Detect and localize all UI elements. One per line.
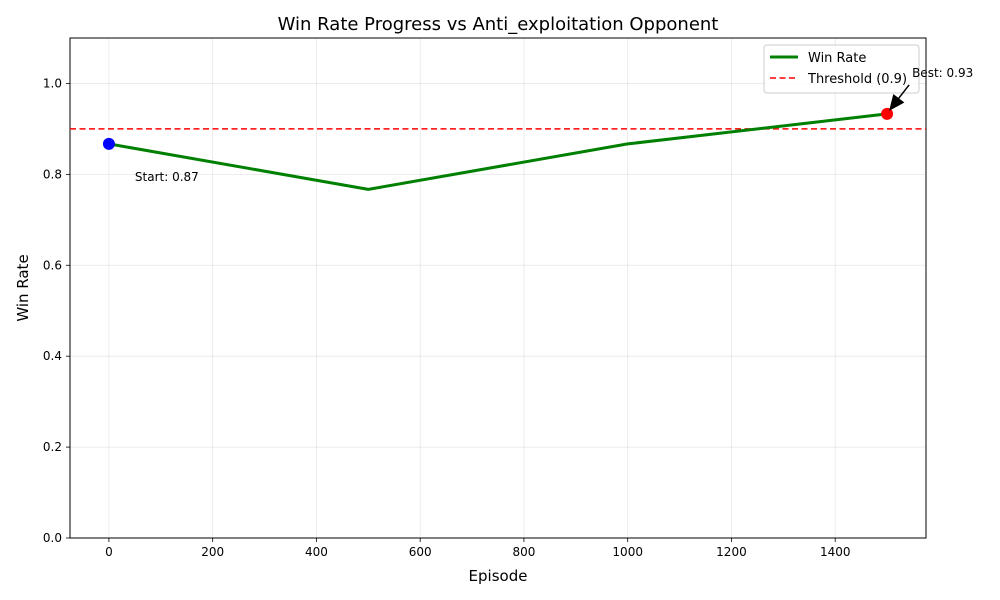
best-annotation-arrow: [889, 84, 910, 111]
y-axis-label: Win Rate: [14, 254, 32, 321]
y-axis-ticks: 0.0 0.2 0.4 0.6 0.8 1.0: [43, 76, 70, 545]
y-tick-label: 0.8: [43, 167, 62, 181]
data-point-marker: [881, 107, 894, 120]
legend: Win Rate Threshold (0.9): [763, 44, 920, 94]
x-tick-label: 1400: [820, 545, 851, 559]
y-tick-label: 0.4: [43, 349, 62, 363]
x-tick-label: 600: [409, 545, 432, 559]
x-tick-label: 400: [305, 545, 328, 559]
start-annotation: Start: 0.87: [135, 170, 199, 184]
x-axis-label: Episode: [469, 567, 528, 585]
y-tick-label: 1.0: [43, 76, 62, 90]
win-rate-series-line: [108, 112, 888, 191]
data-markers: [102, 107, 894, 150]
x-tick-label: 1000: [612, 545, 643, 559]
x-tick-label: 0: [105, 545, 113, 559]
data-point-marker: [102, 137, 115, 150]
legend-box: [763, 44, 920, 94]
x-tick-label: 200: [201, 545, 224, 559]
plot-frame: [69, 37, 927, 539]
x-axis-ticks: 0 200 400 600 800 1000 1200 1400: [105, 538, 850, 559]
grid-lines: [70, 38, 926, 539]
best-annotation: Best: 0.93: [912, 66, 973, 80]
y-tick-label: 0.2: [43, 440, 62, 454]
legend-win-rate-label: Win Rate: [808, 51, 866, 66]
arrow-head: [889, 93, 905, 111]
y-tick-label: 0.0: [43, 531, 62, 545]
x-tick-label: 1200: [716, 545, 747, 559]
legend-threshold-label: Threshold (0.9): [807, 72, 907, 87]
chart-title: Win Rate Progress vs Anti_exploitation O…: [278, 14, 719, 35]
x-tick-label: 800: [512, 545, 535, 559]
y-tick-label: 0.6: [43, 258, 62, 272]
